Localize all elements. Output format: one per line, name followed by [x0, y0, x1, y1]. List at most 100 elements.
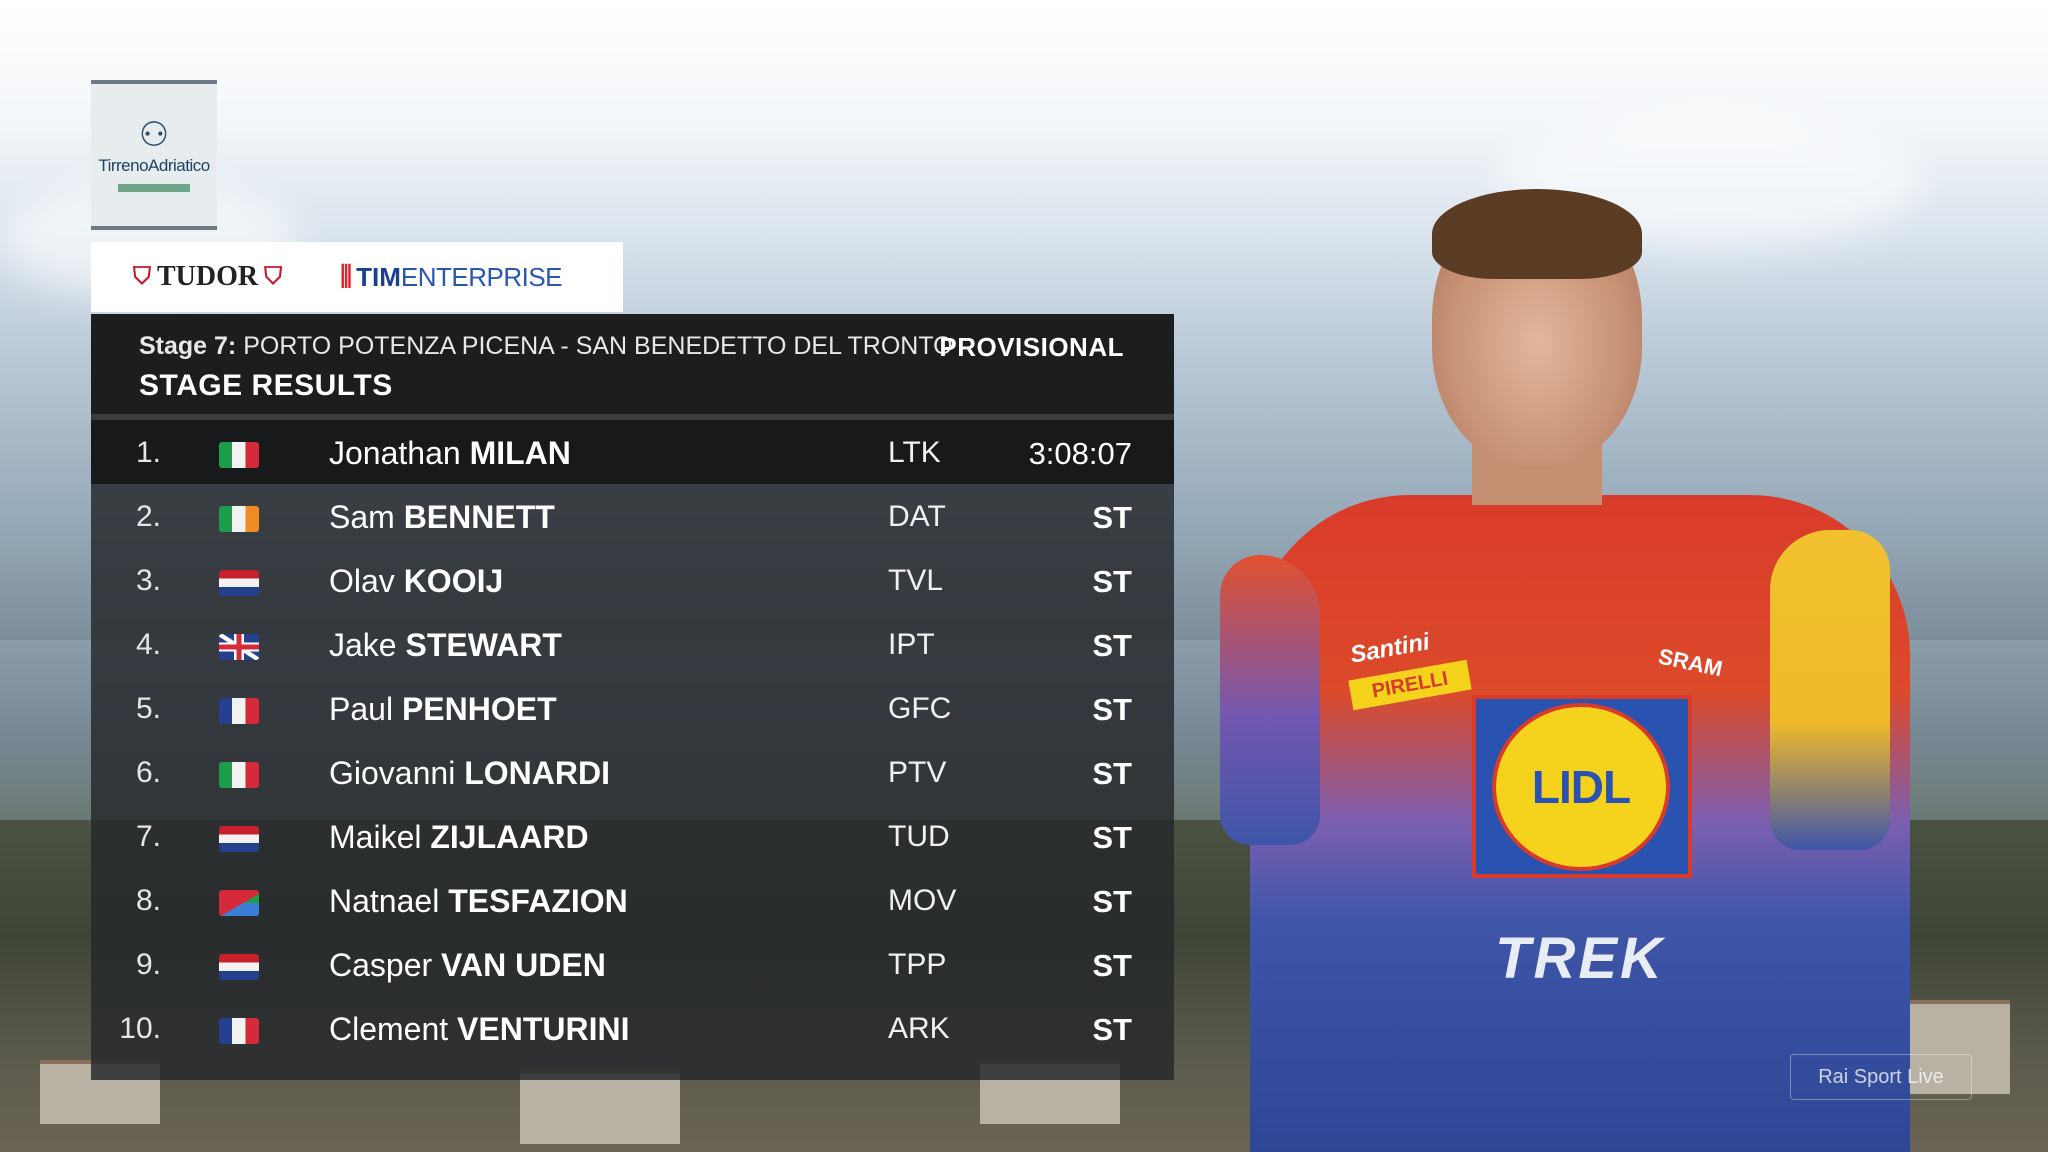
tudor-logo: ⛉ TUDOR ⛉ — [133, 261, 282, 293]
cyclist-icon: ⚇ — [138, 116, 170, 154]
shield-icon: ⛉ — [133, 263, 151, 290]
position: 5. — [135, 692, 161, 725]
rider-name: Maikel ZIJLAARD — [329, 819, 589, 856]
rider-name: Sam BENNETT — [329, 499, 555, 536]
rider-name: Casper VAN UDEN — [329, 947, 606, 984]
event-logo-stripe — [118, 184, 190, 192]
last-name: MILAN — [469, 435, 571, 471]
table-row: 7. Maikel ZIJLAARD TUD ST — [91, 804, 1174, 868]
position: 1. — [135, 436, 161, 469]
rider-name: Natnael TESFAZION — [329, 883, 628, 920]
uk-flag-icon — [219, 634, 259, 660]
broadcaster-watermark: Rai Sport Live — [1790, 1054, 1972, 1100]
table-row: 8. Natnael TESFAZION MOV ST — [91, 868, 1174, 932]
ireland-flag-icon — [219, 506, 259, 532]
rider-name: Jonathan MILAN — [329, 435, 571, 472]
first-name: Casper — [329, 947, 433, 983]
finish-time: ST — [1092, 884, 1132, 919]
team-code: TPP — [888, 948, 947, 981]
france-flag-icon — [219, 1018, 259, 1044]
position: 4. — [135, 628, 161, 661]
finish-time: ST — [1092, 756, 1132, 791]
table-row: 3. Olav KOOIJ TVL ST — [91, 548, 1174, 612]
first-name: Sam — [329, 499, 395, 535]
last-name: LONARDI — [464, 755, 610, 791]
results-table: 1. Jonathan MILAN LTK 3:08:07 2. Sam BEN… — [91, 420, 1174, 1080]
last-name: KOOIJ — [403, 563, 504, 599]
position: 3. — [135, 564, 161, 597]
finish-time: ST — [1092, 820, 1132, 855]
rider-hair — [1432, 189, 1642, 279]
sponsor-bar: ⛉ TUDOR ⛉ ⫼ TIM ENTERPRISE — [91, 242, 623, 312]
left-sleeve — [1220, 555, 1320, 845]
results-header: Stage 7: PORTO POTENZA PICENA - SAN BENE… — [91, 314, 1174, 420]
trek-logo: TREK — [1495, 926, 1665, 991]
rider-name: Clement VENTURINI — [329, 1011, 630, 1048]
tim-enterprise-logo: ⫼ TIM ENTERPRISE — [340, 261, 562, 293]
first-name: Jake — [329, 627, 397, 663]
table-row: 2. Sam BENNETT DAT ST — [91, 484, 1174, 548]
eritrea-flag-icon — [219, 890, 259, 916]
enterprise-text: ENTERPRISE — [400, 261, 563, 292]
rider-portrait: Santini PIRELLI SRAM LIDL TREK — [1210, 189, 1910, 1152]
team-code: DAT — [888, 500, 946, 533]
tim-text: TIM — [356, 261, 401, 292]
last-name: VENTURINI — [457, 1011, 630, 1047]
tim-mark-icon: ⫼ — [340, 261, 353, 291]
last-name: TESFAZION — [448, 883, 628, 919]
position: 8. — [135, 884, 161, 917]
table-row: 10. Clement VENTURINI ARK ST — [91, 996, 1174, 1060]
finish-time: ST — [1092, 564, 1132, 599]
france-flag-icon — [219, 698, 259, 724]
italy-flag-icon — [219, 442, 259, 468]
last-name: STEWART — [405, 627, 562, 663]
team-code: PTV — [888, 756, 947, 789]
stage-route: PORTO POTENZA PICENA - SAN BENEDETTO DEL… — [236, 332, 953, 360]
finish-time: 3:08:07 — [1028, 436, 1132, 471]
last-name: VAN UDEN — [441, 947, 606, 983]
netherlands-flag-icon — [219, 826, 259, 852]
rider-name: Giovanni LONARDI — [329, 755, 610, 792]
table-row: 9. Casper VAN UDEN TPP ST — [91, 932, 1174, 996]
position: 10. — [119, 1012, 161, 1045]
first-name: Paul — [329, 691, 394, 727]
building — [1900, 1000, 2010, 1094]
table-row: 5. Paul PENHOET GFC ST — [91, 676, 1174, 740]
right-sleeve — [1770, 530, 1890, 850]
position: 9. — [135, 948, 161, 981]
last-name: BENNETT — [403, 499, 555, 535]
tudor-text: TUDOR — [157, 261, 259, 292]
shield-icon: ⛉ — [264, 263, 283, 290]
table-row: 6. Giovanni LONARDI PTV ST — [91, 740, 1174, 804]
team-code: LTK — [888, 436, 941, 469]
finish-time: ST — [1092, 692, 1132, 727]
team-code: IPT — [888, 628, 935, 661]
first-name: Clement — [329, 1011, 449, 1047]
italy-flag-icon — [219, 762, 259, 788]
table-row: 4. Jake STEWART IPT ST — [91, 612, 1174, 676]
rider-name: Jake STEWART — [329, 627, 562, 664]
stage-number: Stage 7: — [139, 332, 237, 360]
team-code: MOV — [888, 884, 957, 917]
finish-time: ST — [1092, 628, 1132, 663]
first-name: Jonathan — [329, 435, 461, 471]
lidl-logo: LIDL — [1492, 703, 1670, 871]
page-title: STAGE RESULTS — [139, 369, 393, 402]
status-badge: PROVISIONAL — [939, 332, 1124, 362]
event-logo: ⚇ TirrenoAdriatico — [91, 80, 217, 230]
table-row: 1. Jonathan MILAN LTK 3:08:07 — [91, 420, 1174, 484]
position: 2. — [135, 500, 161, 533]
stage-line: Stage 7: PORTO POTENZA PICENA - SAN BENE… — [139, 332, 953, 361]
netherlands-flag-icon — [219, 954, 259, 980]
last-name: ZIJLAARD — [430, 819, 589, 855]
finish-time: ST — [1092, 1012, 1132, 1047]
position: 6. — [135, 756, 161, 789]
position: 7. — [135, 820, 161, 853]
first-name: Giovanni — [329, 755, 456, 791]
rider-name: Paul PENHOET — [329, 691, 557, 728]
team-code: TUD — [888, 820, 950, 853]
event-logo-text: TirrenoAdriatico — [98, 156, 210, 175]
building — [520, 1070, 680, 1144]
first-name: Maikel — [329, 819, 422, 855]
netherlands-flag-icon — [219, 570, 259, 596]
